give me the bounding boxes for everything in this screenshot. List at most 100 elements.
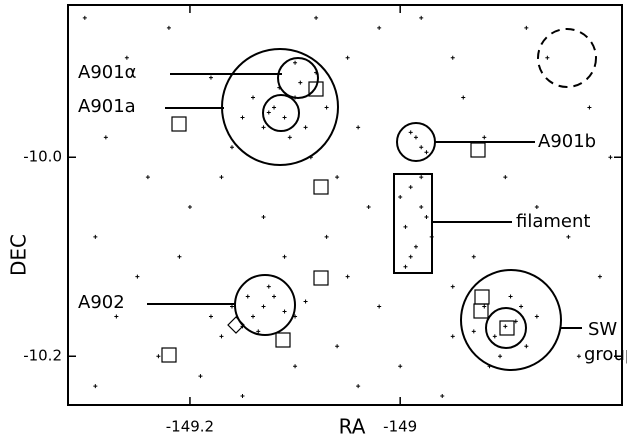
annotation-label: group (584, 344, 627, 365)
galaxy-point (419, 145, 424, 150)
galaxy-point (324, 234, 329, 239)
galaxy-point (424, 150, 429, 155)
galaxy-point (124, 55, 129, 60)
galaxy-point (482, 304, 487, 309)
galaxy-point (293, 364, 298, 369)
galaxy-point (219, 175, 224, 180)
region-circle (396, 122, 436, 162)
square (275, 332, 291, 348)
galaxy-point (366, 204, 371, 209)
galaxy-point (403, 264, 408, 269)
region-circle (460, 269, 562, 371)
filament-box (393, 173, 433, 274)
galaxy-point (82, 15, 87, 20)
y-axis-label: DEC (7, 234, 31, 276)
galaxy-point (208, 75, 213, 80)
galaxy-point (240, 394, 245, 399)
galaxy-point (424, 214, 429, 219)
square (313, 270, 329, 286)
x-tick-label: -149 (383, 418, 417, 436)
galaxy-point (229, 304, 234, 309)
galaxy-point (314, 70, 319, 75)
galaxy-point (324, 105, 329, 110)
galaxy-point (576, 354, 581, 359)
galaxy-point (145, 175, 150, 180)
galaxy-point (408, 130, 413, 135)
galaxy-point (261, 214, 266, 219)
galaxy-point (450, 284, 455, 289)
galaxy-point (492, 334, 497, 339)
galaxy-point (429, 234, 434, 239)
galaxy-point (408, 185, 413, 190)
galaxy-point (261, 125, 266, 130)
annotation-label: A901b (538, 131, 596, 152)
annotation-label: A901α (78, 62, 137, 83)
region-circle (277, 57, 319, 99)
square (313, 179, 329, 195)
galaxy-point (534, 204, 539, 209)
galaxy-point (266, 110, 271, 115)
galaxy-point (256, 329, 261, 334)
galaxy-point (503, 324, 508, 329)
galaxy-point (482, 135, 487, 140)
galaxy-point (534, 314, 539, 319)
galaxy-point (93, 234, 98, 239)
galaxy-point (377, 25, 382, 30)
annotation-shapes (147, 28, 597, 371)
galaxy-point (524, 25, 529, 30)
galaxy-point (251, 95, 256, 100)
diamond (227, 316, 245, 334)
y-tick-label: -10.0 (23, 148, 62, 166)
galaxy-point (335, 344, 340, 349)
galaxy-point (240, 324, 245, 329)
galaxy-point (419, 175, 424, 180)
galaxy-point (93, 384, 98, 389)
galaxy-point (303, 299, 308, 304)
galaxy-point (277, 85, 282, 90)
region-circle (262, 94, 300, 132)
galaxy-point (471, 329, 476, 334)
galaxy-point (229, 145, 234, 150)
galaxy-point (314, 15, 319, 20)
galaxy-point (587, 105, 592, 110)
galaxy-point (293, 95, 298, 100)
square (499, 320, 515, 336)
square (470, 142, 486, 158)
galaxy-point (419, 204, 424, 209)
galaxy-point (413, 135, 418, 140)
galaxy-point (608, 155, 613, 160)
galaxy-point (308, 155, 313, 160)
galaxy-point (408, 254, 413, 259)
region-circle (485, 307, 527, 349)
galaxy-point (356, 125, 361, 130)
galaxy-point (156, 354, 161, 359)
galaxy-point (272, 294, 277, 299)
galaxy-point (450, 334, 455, 339)
galaxy-point (266, 284, 271, 289)
annotation-label: SW (588, 319, 617, 340)
galaxy-point (508, 294, 513, 299)
square (474, 289, 490, 305)
annotation-label: filament (516, 211, 590, 232)
galaxy-point (450, 55, 455, 60)
galaxy-point (487, 364, 492, 369)
dashed-circle (537, 28, 597, 88)
galaxy-point (545, 55, 550, 60)
galaxy-point (503, 175, 508, 180)
plot-frame (67, 4, 623, 406)
galaxy-point (403, 224, 408, 229)
region-circle (221, 48, 339, 166)
annotation-label: A901a (78, 96, 136, 117)
galaxy-point (240, 115, 245, 120)
y-tick-label: -10.2 (23, 347, 62, 365)
galaxy-point (413, 244, 418, 249)
galaxy-point (345, 55, 350, 60)
galaxy-point (524, 344, 529, 349)
square (171, 116, 187, 132)
galaxy-point (356, 384, 361, 389)
square (473, 303, 489, 319)
galaxy-point (282, 115, 287, 120)
galaxy-point (282, 254, 287, 259)
galaxy-point (377, 304, 382, 309)
